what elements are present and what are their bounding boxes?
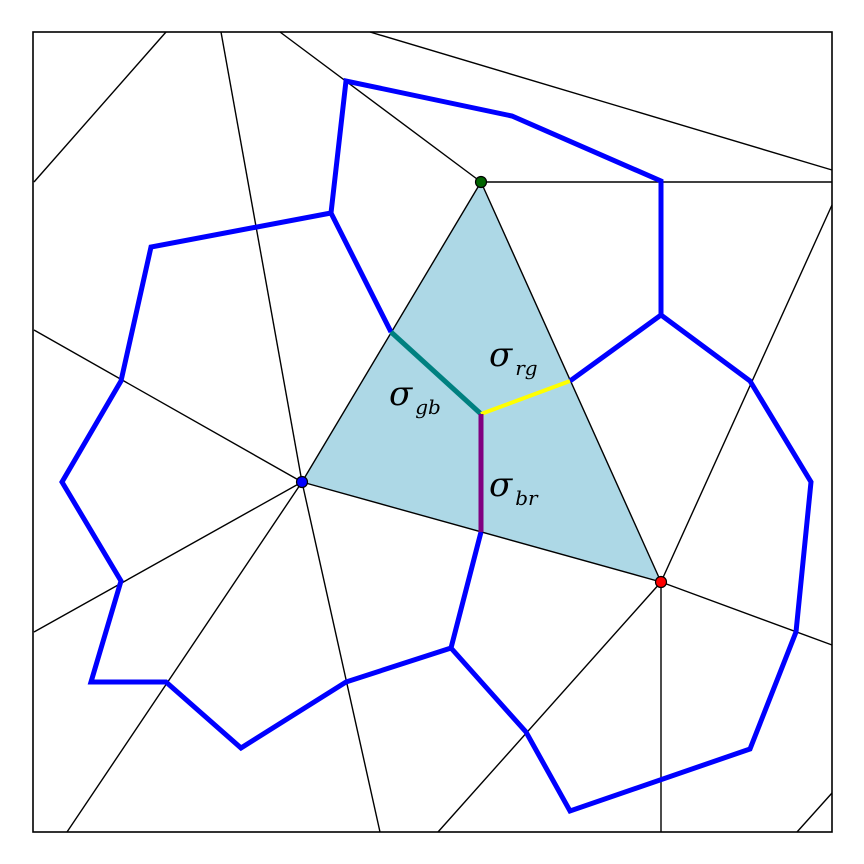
label-sigma-br-symbol: σ bbox=[489, 465, 513, 505]
green-vertex bbox=[474, 175, 488, 189]
edge-sigma-gb bbox=[389, 330, 483, 416]
red-vertex bbox=[654, 575, 668, 589]
mesh-line bbox=[279, 31, 482, 183]
mesh-line bbox=[437, 581, 662, 833]
label-sigma-rg-subscript: rg bbox=[515, 356, 537, 380]
blue-vertex bbox=[295, 475, 309, 489]
mesh-line bbox=[660, 204, 833, 583]
mesh-line bbox=[33, 31, 167, 183]
label-sigma-gb-subscript: gb bbox=[415, 395, 441, 419]
mesh-line bbox=[301, 481, 381, 833]
label-sigma-gb-symbol: σ bbox=[389, 374, 413, 414]
plot-frame bbox=[32, 31, 833, 833]
mesh-lines bbox=[33, 31, 833, 833]
label-sigma-rg-symbol: σ bbox=[489, 335, 513, 375]
mesh-line bbox=[66, 481, 303, 833]
edge-sigma-rg bbox=[480, 379, 571, 416]
mesh-line bbox=[369, 31, 833, 171]
mesh-line bbox=[660, 581, 833, 646]
label-sigma-br: σ br bbox=[489, 465, 539, 510]
label-sigma-br-subscript: br bbox=[515, 486, 539, 510]
mesh-line bbox=[33, 329, 303, 483]
label-sigma-gb: σ gb bbox=[389, 374, 441, 419]
mesh-line bbox=[220, 31, 303, 483]
mesh-line bbox=[33, 481, 303, 633]
mesh-line bbox=[796, 792, 833, 833]
blue-boundary-curve bbox=[59, 77, 814, 815]
shaded-triangle bbox=[302, 182, 661, 582]
label-sigma-rg: σ rg bbox=[489, 335, 538, 380]
